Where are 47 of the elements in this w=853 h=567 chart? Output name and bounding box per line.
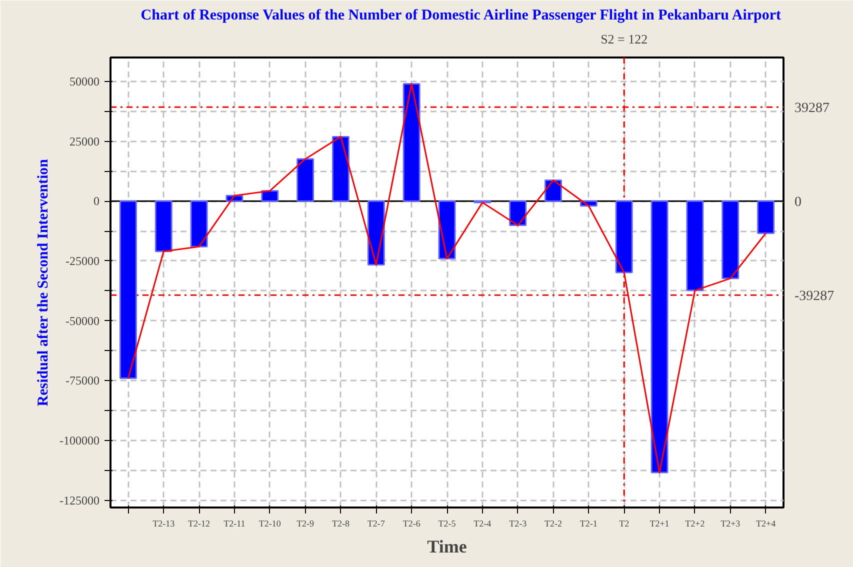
x-tick-label: T2-4 xyxy=(474,518,492,528)
bar xyxy=(296,158,314,202)
x-tick-label: T2-1 xyxy=(580,518,598,528)
ref-line-label: -39287 xyxy=(794,289,834,304)
bar xyxy=(154,200,172,252)
x-tick-label: T2 xyxy=(619,518,630,528)
ref-line-label: S2 = 122 xyxy=(600,32,648,46)
y-tick-label: -50000 xyxy=(66,314,100,328)
ref-line-label: 0 xyxy=(794,195,802,210)
y-tick-label: -100000 xyxy=(60,433,100,448)
x-tick-label: T2+2 xyxy=(685,518,705,528)
x-axis-title: Time xyxy=(427,536,467,556)
x-tick-label: T2-9 xyxy=(296,518,315,528)
x-tick-label: T2-8 xyxy=(332,518,350,528)
x-tick-label: T2-5 xyxy=(438,518,456,528)
bar xyxy=(686,200,704,292)
bar xyxy=(722,200,740,280)
y-tick-label: -75000 xyxy=(66,374,100,388)
y-tick-label: 0 xyxy=(94,194,100,208)
bar xyxy=(757,200,775,234)
bar xyxy=(332,136,350,202)
bar xyxy=(119,200,137,379)
y-tick-label: -25000 xyxy=(66,254,100,268)
y-tick-label: 50000 xyxy=(70,74,100,88)
x-tick-label: T2-12 xyxy=(188,518,210,528)
bar xyxy=(261,190,279,202)
x-tick-label: T2+4 xyxy=(756,518,776,528)
x-tick-label: T2-2 xyxy=(544,518,562,528)
x-tick-label: T2-6 xyxy=(402,518,421,528)
bar xyxy=(509,200,527,226)
x-tick-label: T2-13 xyxy=(152,518,176,528)
y-axis-title: Residual after the Second Intervention xyxy=(36,158,52,406)
x-tick-label: T2-10 xyxy=(258,518,282,528)
x-tick-label: T2-11 xyxy=(224,518,246,528)
y-tick-label: -125000 xyxy=(60,493,100,508)
bar xyxy=(402,83,420,202)
x-tick-label: T2-3 xyxy=(509,518,528,528)
x-tick-label: T2-7 xyxy=(367,518,386,528)
bar xyxy=(544,180,562,202)
ref-line-label: 39287 xyxy=(794,101,830,116)
bar xyxy=(190,200,208,248)
x-tick-label: T2+3 xyxy=(720,518,741,528)
chart-title: Chart of Response Values of the Number of Domestic Airline Passenger Flight in Pekanbaru Airport xyxy=(140,8,782,24)
bar xyxy=(650,200,668,474)
y-tick-label: 25000 xyxy=(70,134,100,148)
bar xyxy=(615,200,633,274)
x-tick-label: T2+1 xyxy=(650,518,670,528)
